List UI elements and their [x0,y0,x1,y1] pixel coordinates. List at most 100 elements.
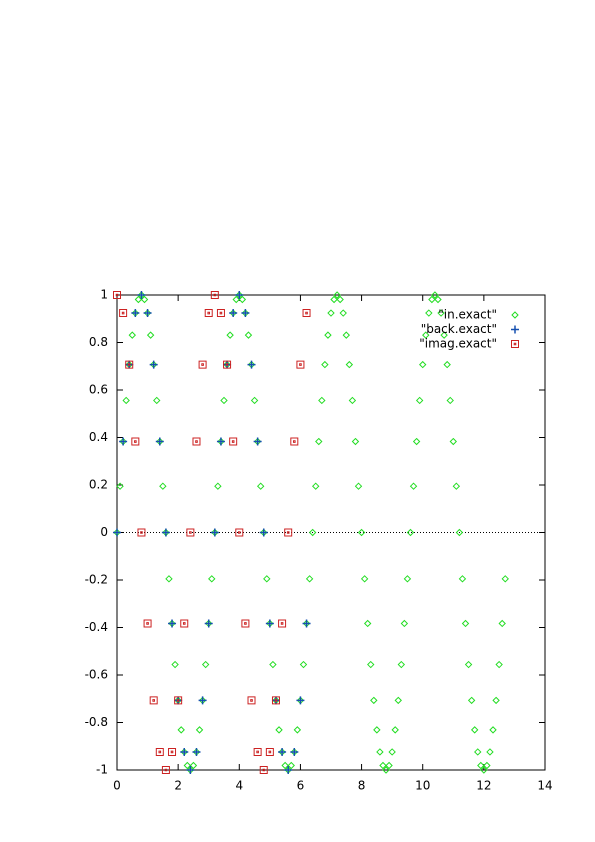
point [336,295,344,304]
point [296,696,305,705]
x-tick-label: 6 [297,779,305,793]
point [419,360,427,369]
x-tick-label: 2 [174,779,182,793]
point [113,291,121,299]
point [275,726,283,734]
point [253,747,262,756]
point [412,437,421,446]
point [125,360,134,369]
point [312,482,320,490]
point [229,437,238,446]
point [180,747,189,756]
point [293,726,302,734]
point [131,437,140,446]
legend-marker [511,340,519,348]
point [232,295,240,304]
point [428,295,436,304]
point [134,295,143,304]
legend-marker [511,311,519,319]
point [216,309,225,318]
point [149,360,158,369]
point [339,309,347,317]
point [256,482,265,490]
point [477,761,485,770]
point [302,309,311,318]
point [183,761,192,770]
y-tick-label: 0.4 [89,430,108,444]
point [501,575,509,583]
point [480,766,488,774]
point [140,295,149,304]
point [174,696,183,705]
point [367,660,375,669]
x-tick-label: 8 [358,779,366,793]
point [330,295,338,304]
point [223,360,232,369]
point [397,660,406,669]
point [434,295,442,304]
point [474,748,482,756]
point [299,660,308,669]
point [461,619,470,628]
point [455,528,464,537]
point [373,726,381,734]
point [220,396,228,405]
point [308,528,317,537]
point [180,619,189,628]
point [354,482,363,490]
legend-marker [511,325,519,334]
point [235,528,244,537]
point [333,291,341,299]
point [247,360,256,369]
point [379,761,387,770]
point [186,528,195,537]
point [467,696,476,705]
point [342,331,350,339]
point [278,747,287,756]
point [385,761,393,770]
point [189,761,198,770]
point [208,575,216,583]
point [244,331,253,339]
point [492,696,500,705]
point [174,696,183,705]
point [437,309,445,317]
point [146,331,155,339]
point [204,309,213,318]
point [287,761,295,770]
point [446,396,454,405]
point [149,696,158,705]
point [327,309,335,317]
point [489,726,497,734]
point [315,437,323,446]
point [321,360,329,369]
point [253,437,262,446]
y-tick-label: 0 [100,525,108,539]
point [238,295,247,304]
point [137,528,146,537]
point [345,360,354,369]
point [125,360,134,369]
point [458,575,467,583]
point [155,437,164,446]
y-tick-label: 0.8 [89,335,108,349]
point [284,766,293,774]
point [247,696,256,705]
point [250,396,259,405]
point [403,575,412,583]
point [128,331,136,339]
point [449,437,457,446]
point [229,309,238,318]
point [259,766,268,774]
point [265,747,274,756]
point [241,309,250,318]
point [290,747,299,756]
legend-label: "back.exact" [421,322,497,336]
point [161,528,170,537]
point [302,619,311,628]
point [324,331,332,339]
point [281,761,289,770]
point [391,726,399,734]
point [214,482,222,490]
